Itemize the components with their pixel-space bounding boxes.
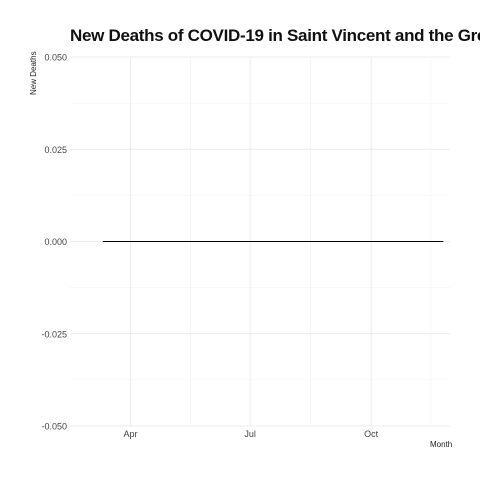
y-tick-label: 0.000: [44, 237, 67, 247]
y-tick-label: -0.050: [41, 422, 67, 432]
x-tick-label: Oct: [364, 429, 379, 439]
y-tick-label: 0.025: [44, 145, 67, 155]
x-axis-label: Month: [430, 440, 453, 449]
y-tick-label: 0.050: [44, 53, 67, 63]
x-tick-label: Jul: [244, 429, 256, 439]
chart-title: New Deaths of COVID-19 in Saint Vincent …: [70, 26, 480, 45]
x-tick-label: Apr: [123, 429, 137, 439]
axis-layer: 0.050 0.025 0.000 -0.025 -0.050 Apr Jul Oct: [41, 53, 378, 440]
y-tick-label: -0.025: [41, 329, 67, 339]
